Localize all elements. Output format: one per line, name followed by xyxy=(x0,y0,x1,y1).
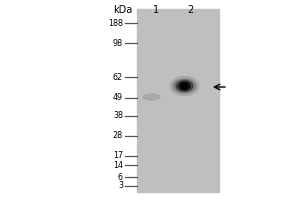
Text: 62: 62 xyxy=(113,72,123,82)
Text: 6: 6 xyxy=(118,172,123,182)
Text: 188: 188 xyxy=(108,19,123,27)
Ellipse shape xyxy=(143,94,160,100)
Text: 14: 14 xyxy=(113,160,123,170)
Text: 28: 28 xyxy=(113,132,123,140)
Ellipse shape xyxy=(176,80,193,92)
Text: 2: 2 xyxy=(188,5,194,15)
Text: 1: 1 xyxy=(153,5,159,15)
Ellipse shape xyxy=(182,83,188,89)
Text: 17: 17 xyxy=(113,152,123,160)
Bar xyxy=(136,9,219,192)
Ellipse shape xyxy=(179,82,190,90)
Text: 49: 49 xyxy=(113,94,123,102)
Text: 3: 3 xyxy=(118,182,123,190)
Text: kDa: kDa xyxy=(113,5,132,15)
Text: 98: 98 xyxy=(113,38,123,47)
Ellipse shape xyxy=(173,79,196,93)
Ellipse shape xyxy=(170,76,199,96)
Text: 38: 38 xyxy=(113,112,123,120)
